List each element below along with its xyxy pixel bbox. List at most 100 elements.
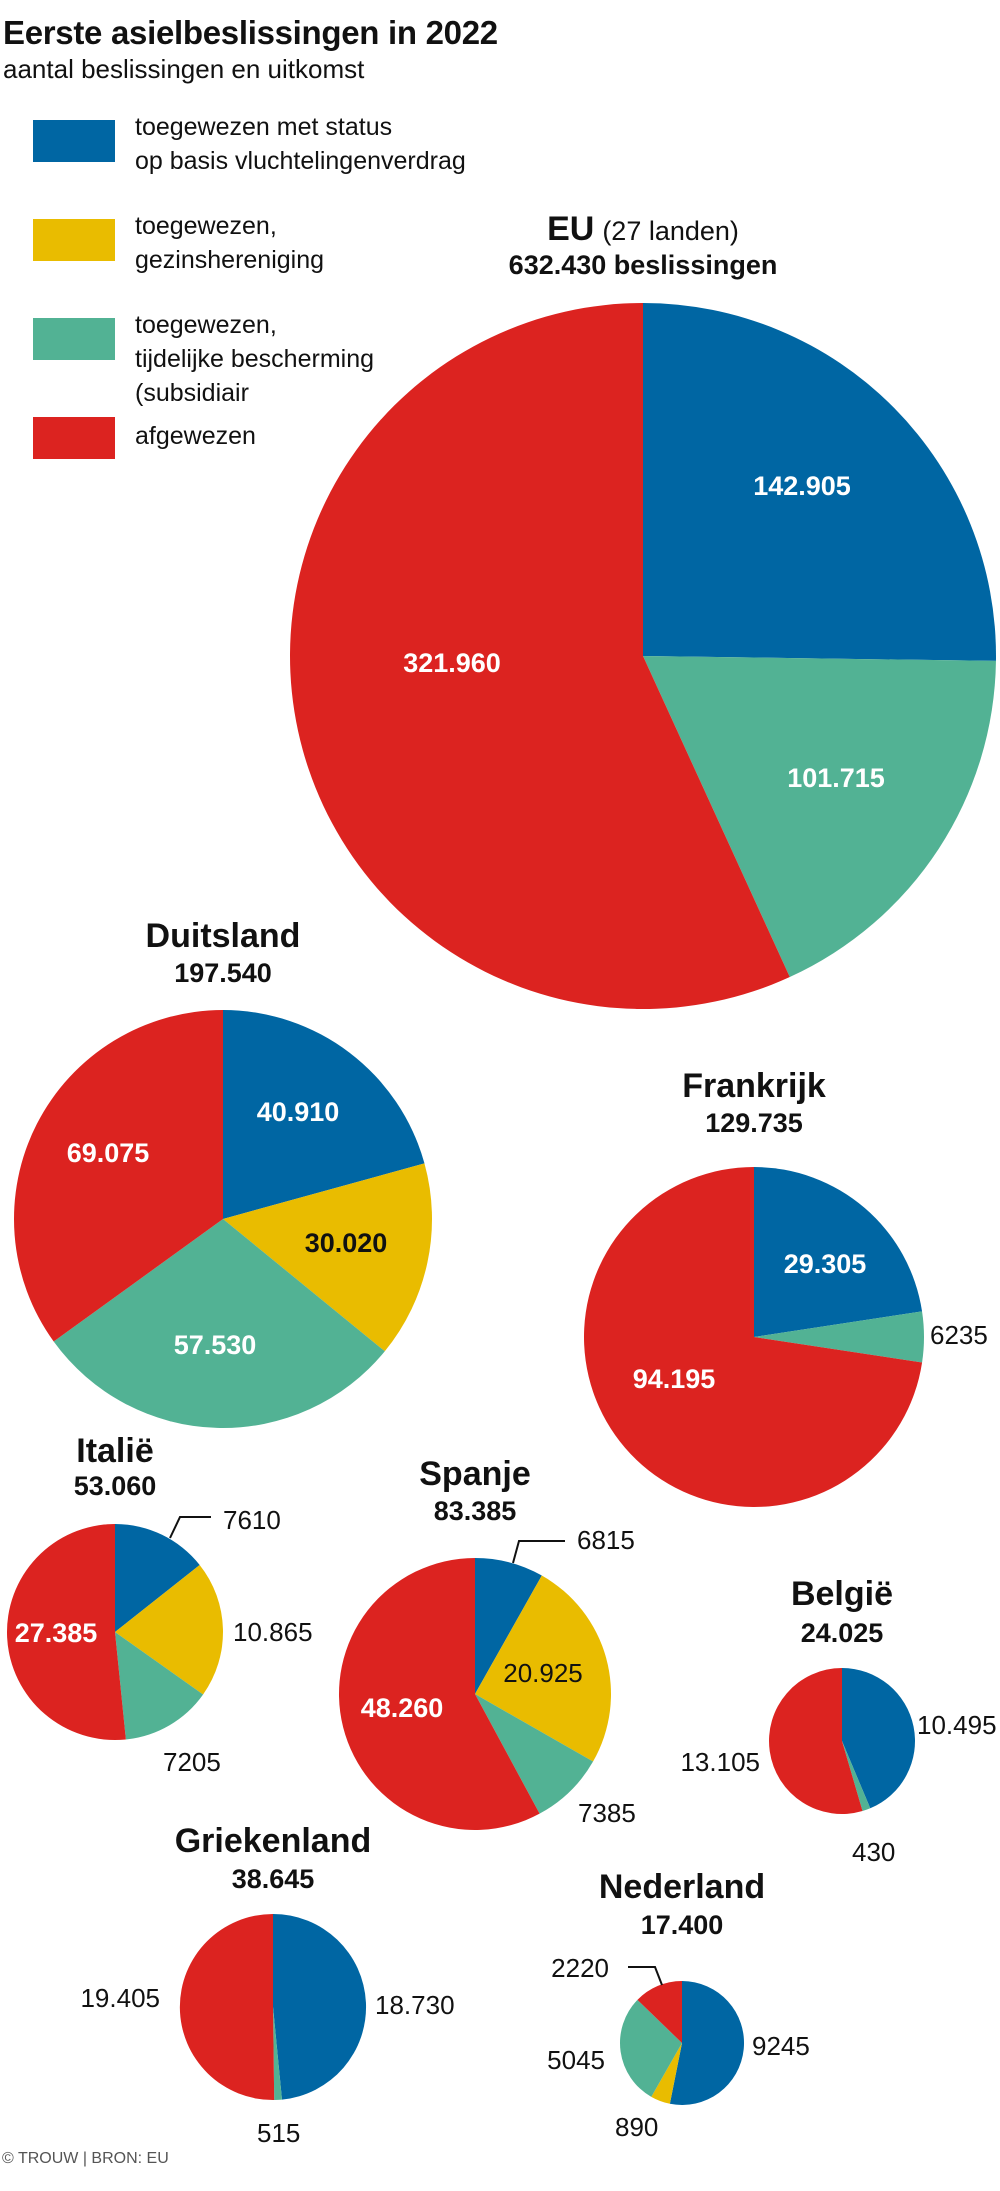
legend-label: toegewezen met status op basis vluchteli…: [135, 113, 466, 175]
pie-slice-duitsland-afgewezen: [13, 1010, 223, 1342]
pie-slice-eu-subsidiair: [643, 656, 996, 978]
legend-item-vluchteling: toegewezen met status op basis vluchteli…: [33, 113, 466, 178]
slice-label-griekenland-subsidiair: 515: [257, 2118, 300, 2148]
pie-total: 83.385: [434, 1496, 517, 1526]
legend-item-subsidiair: toegewezen, tijdelijke bescherming (subs…: [33, 311, 374, 410]
pie-total: 17.400: [641, 1910, 724, 1940]
pie-title: Griekenland: [175, 1822, 372, 1860]
chart-subtitle: aantal beslissingen en uitkomst: [3, 54, 365, 84]
pie-slice-italie-subsidiair: [115, 1632, 204, 1740]
pie-slice-duitsland-gezin: [223, 1163, 432, 1352]
pie-total: 129.735: [705, 1108, 803, 1138]
slice-label-duitsland-afgewezen: 69.075: [67, 1138, 150, 1168]
pie-chart-griekenland: Griekenland 38.645 18.730 515 19.405: [80, 1822, 454, 2148]
pie-slice-griekenland-afgewezen: [179, 1914, 275, 2100]
slice-label-griekenland-afgewezen: 19.405: [80, 1983, 160, 2013]
pie-slice-spanje-gezin: [475, 1575, 611, 1762]
pie-total: 53.060: [74, 1471, 157, 1501]
pie-slice-duitsland-subsidiair: [53, 1219, 385, 1428]
slice-label-eu-vluchteling: 142.905: [753, 471, 851, 501]
slice-label-eu-afgewezen: 321.960: [403, 648, 501, 678]
slice-label-belgie-subsidiair: 430: [852, 1837, 895, 1867]
slice-label-griekenland-vluchteling: 18.730: [375, 1990, 455, 2020]
legend-swatch-red: [33, 417, 115, 459]
pie-slice-nederland-gezin: [651, 2043, 682, 2104]
slice-label-italie-gezin: 10.865: [233, 1617, 313, 1647]
leader-line: [169, 1516, 211, 1539]
leader-line: [628, 1966, 663, 1986]
slice-label-frankrijk-subsidiair: 6235: [930, 1320, 988, 1350]
slice-label-duitsland-vluchteling: 40.910: [257, 1097, 340, 1127]
pie-chart-nederland: Nederland 17.400 9245 890 5045 2220: [547, 1868, 810, 2142]
pie-chart-belgie: België 24.025 10.495 430 13.105: [680, 1575, 996, 1867]
pie-slice-duitsland-vluchteling: [223, 1010, 425, 1219]
pie-slice-spanje-vluchteling: [475, 1557, 542, 1694]
pie-slice-nederland-vluchteling: [669, 1981, 745, 2105]
pie-slice-belgie-afgewezen: [769, 1668, 863, 1814]
slice-label-nederland-vluchteling: 9245: [752, 2031, 810, 2061]
legend-swatch-blue: [33, 120, 115, 162]
slice-label-frankrijk-afgewezen: 94.195: [633, 1364, 716, 1394]
pie-title-name: Italië: [76, 1432, 153, 1470]
pie-title: België: [791, 1575, 893, 1613]
pie-title-name: Griekenland: [175, 1822, 372, 1860]
slice-label-italie-subsidiair: 7205: [163, 1747, 221, 1777]
pie-title-name: Nederland: [599, 1868, 765, 1906]
legend-item-gezin: toegewezen, gezinshereniging: [33, 212, 324, 277]
pie-slice-italie-afgewezen: [6, 1524, 126, 1740]
slice-label-italie-vluchteling: 7610: [223, 1505, 281, 1535]
pie-slice-spanje-subsidiair: [475, 1694, 594, 1814]
pie-slice-italie-vluchteling: [115, 1524, 200, 1632]
chart-title: Eerste asielbeslissingen in 2022: [3, 14, 498, 51]
pie-slice-griekenland-vluchteling: [273, 1914, 367, 2100]
pie-slice-spanje-afgewezen: [338, 1558, 540, 1830]
pie-slice-italie-gezin: [115, 1564, 223, 1695]
legend-swatch-green: [33, 318, 115, 360]
pie-slice-eu-vluchteling: [643, 302, 997, 661]
pie-slice-griekenland-subsidiair: [273, 2007, 282, 2100]
pie-title: Duitsland: [146, 917, 301, 955]
legend-label: afgewezen: [135, 422, 256, 450]
pie-slice-belgie-subsidiair: [842, 1741, 871, 1812]
slice-label-nederland-subsidiair: 5045: [547, 2045, 605, 2075]
pie-slice-frankrijk-vluchteling: [754, 1167, 923, 1337]
pie-title: Spanje: [419, 1455, 530, 1493]
pie-title-name: Frankrijk: [682, 1067, 826, 1105]
pie-title-name: België: [791, 1575, 893, 1613]
slice-label-spanje-afgewezen: 48.260: [361, 1693, 444, 1723]
legend-label: toegewezen, tijdelijke bescherming (subs…: [135, 311, 375, 407]
slice-label-duitsland-gezin: 30.020: [305, 1228, 388, 1258]
legend-swatch-yellow: [33, 219, 115, 261]
pie-title: EU (27 landen): [547, 210, 739, 248]
slice-label-duitsland-subsidiair: 57.530: [174, 1330, 257, 1360]
pie-chart-eu: EU (27 landen) 632.430 beslissingen 142.905…: [290, 210, 997, 1010]
leader-line: [512, 1540, 565, 1564]
slice-label-spanje-subsidiair: 7385: [578, 1798, 636, 1828]
pie-total: 24.025: [801, 1618, 884, 1648]
legend-label: toegewezen, gezinshereniging: [135, 212, 325, 274]
slice-label-belgie-vluchteling: 10.495: [917, 1710, 997, 1740]
legend-item-afgewezen: afgewezen: [33, 417, 256, 459]
pie-total: 197.540: [174, 958, 272, 988]
pie-slice-nederland-subsidiair: [619, 1999, 682, 2097]
pie-title: Nederland: [599, 1868, 765, 1906]
slice-label-frankrijk-vluchteling: 29.305: [784, 1249, 867, 1279]
slice-label-italie-afgewezen: 27.385: [15, 1618, 98, 1648]
pie-title: Frankrijk: [682, 1067, 826, 1105]
pie-title-extra: (27 landen): [602, 216, 739, 246]
slice-label-belgie-afgewezen: 13.105: [680, 1747, 760, 1777]
pie-total: 632.430 beslissingen: [509, 250, 778, 280]
slice-label-nederland-afgewezen: 2220: [551, 1953, 609, 1983]
pie-slice-nederland-afgewezen: [637, 1981, 682, 2043]
pie-title-name: Duitsland: [146, 917, 301, 955]
pie-total: 38.645: [232, 1864, 315, 1894]
slice-label-eu-subsidiair: 101.715: [787, 763, 885, 793]
pie-slice-eu-afgewezen: [290, 303, 790, 1010]
pie-slice-frankrijk-afgewezen: [584, 1167, 923, 1507]
pie-title-name: EU: [547, 210, 594, 248]
slice-label-spanje-gezin: 20.925: [503, 1658, 583, 1688]
